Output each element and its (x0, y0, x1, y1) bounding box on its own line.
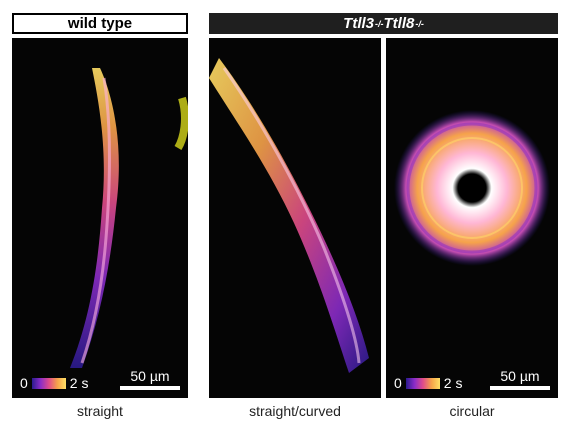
scale-bar: 50 µm (490, 368, 550, 390)
caption-straight: straight (77, 403, 123, 419)
wild-type-header: wild type (12, 13, 188, 34)
time-gradient-bar (31, 377, 66, 389)
legend-end: 2 s (69, 375, 89, 391)
legend-start: 0 (394, 375, 402, 391)
panel-circular: 0 2 s 50 µm (386, 38, 558, 398)
knockout-header: Ttll3 -/- Ttll8 -/- (209, 13, 558, 34)
legend-start: 0 (20, 375, 28, 391)
scale-bar-line (490, 386, 550, 390)
panel-straight: 0 2 s 50 µm (12, 38, 188, 398)
scale-bar: 50 µm (120, 368, 180, 390)
scale-label: 50 µm (500, 368, 540, 384)
trajectory-straight (70, 68, 188, 368)
time-legend: 0 2 s (394, 375, 462, 391)
caption-straight-curved: straight/curved (249, 403, 341, 419)
wild-type-label: wild type (67, 15, 133, 32)
legend-end: 2 s (443, 375, 463, 391)
scale-label: 50 µm (130, 368, 170, 384)
knockout-gene-1: Ttll3 (343, 15, 374, 32)
trajectory-straight-curved (209, 58, 369, 373)
knockout-sup-1: -/- (375, 18, 384, 29)
time-gradient-bar (405, 377, 440, 389)
panel-straight-curved (209, 38, 381, 398)
trajectory-circular (394, 110, 550, 266)
knockout-gene-2: Ttll8 (383, 15, 415, 32)
knockout-sup-2: -/- (415, 18, 424, 29)
time-legend: 0 2 s (20, 375, 88, 391)
caption-circular: circular (449, 403, 495, 419)
scale-bar-line (120, 386, 180, 390)
